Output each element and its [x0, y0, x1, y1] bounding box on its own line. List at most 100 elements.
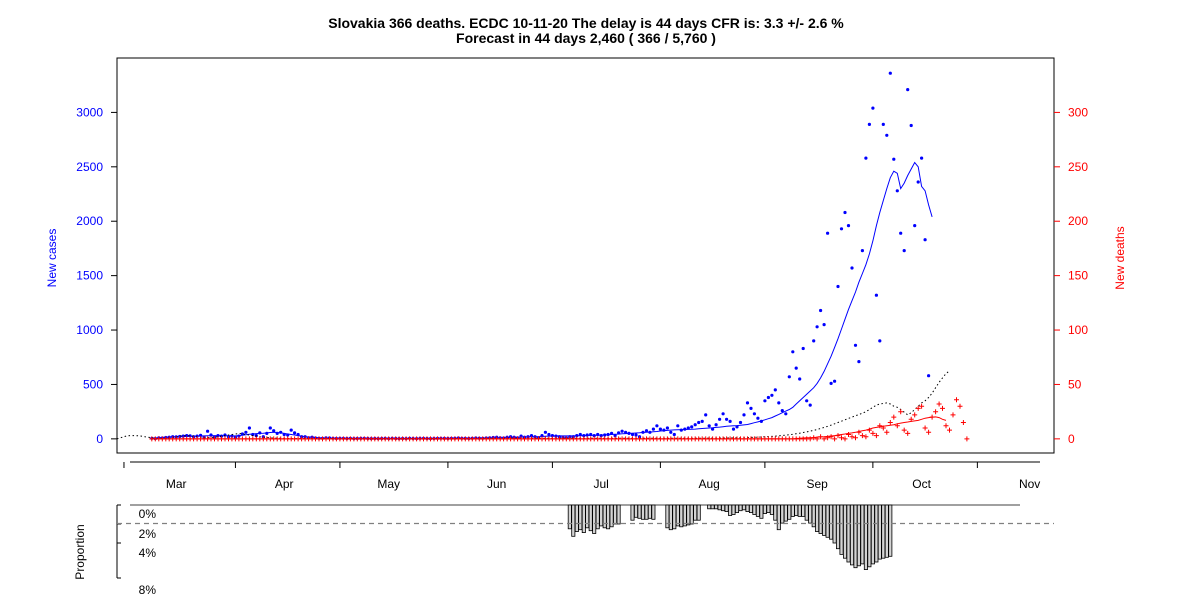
- proportion-bar: [675, 504, 680, 527]
- proportion-bar: [839, 504, 844, 555]
- left-y-axis: 0 500 1000 1500 2000 2500 3000: [76, 105, 117, 446]
- new-cases-point: [833, 379, 837, 383]
- new-cases-point: [895, 189, 899, 193]
- proportion-bar: [769, 504, 774, 515]
- x-tick-label: Oct: [912, 477, 931, 491]
- new-cases-point: [268, 426, 272, 430]
- proportion-bar: [850, 504, 855, 566]
- new-cases-point: [878, 339, 882, 343]
- right-y-tick-label: 100: [1068, 323, 1088, 337]
- new-cases-point: [293, 431, 297, 435]
- new-cases-point: [794, 366, 798, 370]
- proportion-bar: [884, 504, 889, 558]
- proportion-bar: [595, 504, 600, 530]
- proportion-bar: [682, 504, 687, 527]
- new-cases-point: [843, 210, 847, 215]
- proportion-bar: [832, 504, 837, 544]
- new-deaths-point: [898, 409, 904, 415]
- proportion-bar: [599, 504, 604, 527]
- new-cases-point: [669, 430, 673, 434]
- proportion-bar: [613, 504, 618, 525]
- proportion-bar: [860, 504, 865, 565]
- proportion-bar: [616, 504, 621, 525]
- right-y-tick-label: 150: [1068, 269, 1088, 283]
- left-y-tick-label: 2500: [76, 160, 103, 174]
- proportion-bar: [825, 504, 830, 538]
- new-deaths-point: [964, 436, 970, 442]
- right-y-tick-label: 300: [1068, 105, 1088, 119]
- left-y-axis-label: New cases: [45, 229, 59, 288]
- proportion-bar: [745, 504, 750, 512]
- x-tick-label: Sep: [806, 477, 828, 491]
- new-cases-point: [850, 266, 854, 270]
- x-tick-label: Nov: [1019, 477, 1040, 491]
- proportion-bar: [742, 504, 747, 511]
- new-cases-point: [742, 413, 746, 417]
- x-tick-label: Jul: [594, 477, 609, 491]
- new-deaths-point: [877, 423, 883, 429]
- new-deaths-point: [954, 397, 959, 403]
- proportion-bar: [804, 504, 809, 521]
- 7-day-average-cases-line: [151, 161, 933, 439]
- new-cases-point: [798, 377, 802, 381]
- left-y-tick-label: 0: [96, 432, 103, 446]
- right-y-tick-label: 250: [1068, 160, 1088, 174]
- new-deaths-point: [828, 434, 834, 440]
- new-cases-point: [787, 375, 791, 379]
- new-cases-point: [244, 430, 248, 434]
- new-cases-point: [206, 429, 210, 433]
- proportion-tick-label: 4%: [139, 546, 157, 560]
- proportion-bar: [790, 504, 795, 517]
- new-cases-point: [738, 420, 743, 425]
- left-y-tick-label: 500: [83, 377, 103, 391]
- proportion-tick-label: 2%: [139, 527, 157, 541]
- new-deaths-point: [839, 435, 844, 441]
- new-deaths-point: [905, 430, 911, 436]
- proportion-bar: [714, 504, 719, 510]
- proportion-bar: [581, 504, 586, 534]
- right-y-tick-label: 0: [1068, 432, 1075, 446]
- proportion-bar: [574, 504, 579, 533]
- proportion-bar: [856, 504, 861, 567]
- proportion-bar: [578, 504, 583, 531]
- proportion-bar: [665, 504, 670, 529]
- new-deaths-point: [849, 434, 855, 440]
- new-deaths-point: [901, 427, 907, 433]
- proportion-panel: 0% 2% 4% 8%: [116, 504, 1054, 597]
- new-cases-point: [686, 426, 690, 430]
- right-y-tick-label: 50: [1068, 377, 1082, 391]
- proportion-bar: [672, 504, 677, 530]
- new-cases-point: [860, 249, 865, 253]
- proportion-bar: [801, 504, 806, 517]
- proportion-bar: [602, 504, 607, 529]
- proportion-bar: [888, 504, 893, 557]
- x-tick-label: Aug: [698, 477, 719, 491]
- proportion-bar: [689, 504, 694, 525]
- proportion-bar: [836, 504, 841, 550]
- new-deaths-point: [960, 420, 966, 425]
- proportion-bar: [759, 504, 764, 519]
- proportion-bar: [870, 504, 875, 565]
- left-y-tick-label: 3000: [76, 105, 103, 119]
- new-cases-point: [780, 409, 784, 413]
- proportion-bar: [668, 504, 673, 531]
- chart-title-line1: Slovakia 366 deaths. ECDC 10-11-20 The d…: [328, 15, 844, 31]
- proportion-bar: [783, 504, 788, 522]
- new-deaths-point: [873, 433, 879, 439]
- right-y-axis-label: New deaths: [1113, 226, 1127, 289]
- proportion-bar: [853, 504, 858, 569]
- new-deaths-point: [846, 432, 851, 437]
- new-cases-point: [927, 374, 931, 378]
- proportion-bar: [588, 504, 593, 532]
- proportion-bar: [843, 504, 848, 559]
- x-tick-label: Apr: [275, 477, 294, 491]
- right-y-tick-label: 200: [1068, 214, 1088, 228]
- new-cases-point: [770, 393, 774, 397]
- plot-frame: [116, 57, 1055, 454]
- x-tick-label: Jun: [487, 477, 506, 491]
- proportion-bar: [776, 504, 781, 531]
- proportion-bar: [738, 504, 743, 512]
- new-deaths-point: [947, 427, 952, 433]
- new-deaths-point: [842, 436, 848, 442]
